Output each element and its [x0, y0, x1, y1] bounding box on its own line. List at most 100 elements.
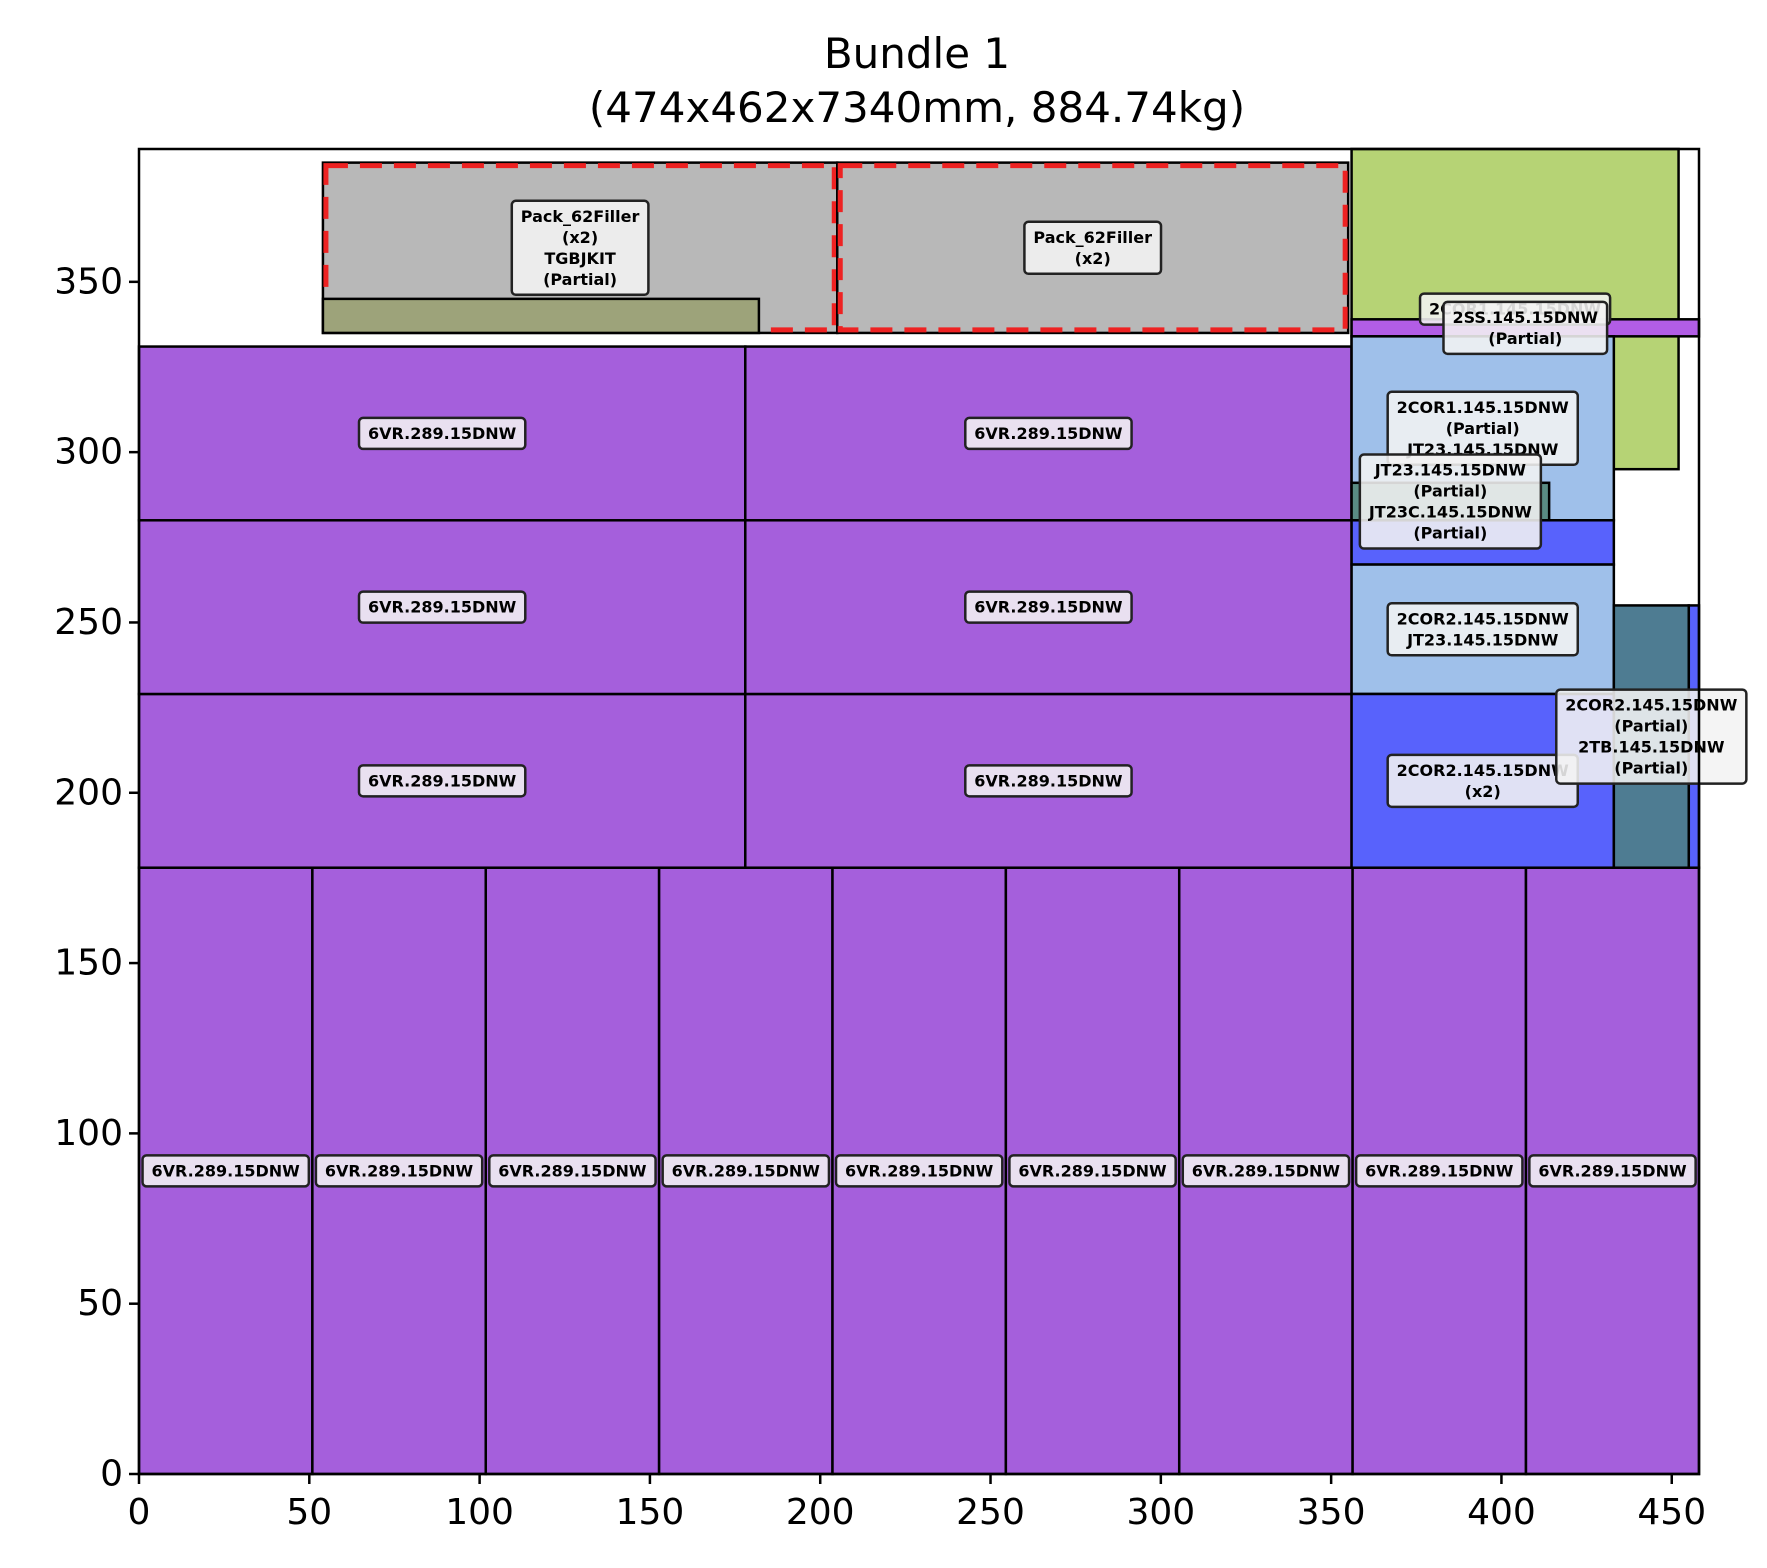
box-label-line: 2COR2.145.15DNW	[1397, 609, 1569, 628]
box-label: Pack_62Filler (x2) TGBJKIT (Partial)	[510, 199, 650, 297]
label-background	[488, 1154, 657, 1188]
x-tick-label: 200	[786, 1492, 855, 1533]
box-label-line: 2SS.145.15DNW	[1452, 308, 1598, 327]
label-background	[964, 416, 1133, 451]
box-label-line: (Partial)	[1614, 717, 1688, 736]
label-background	[314, 1154, 484, 1188]
label-background	[141, 1154, 311, 1188]
label-background	[357, 590, 527, 624]
label-background	[1386, 602, 1580, 657]
box-label-line: 2COR2.145.15DNW	[1397, 761, 1569, 780]
box-label-line: (Partial)	[1614, 759, 1688, 778]
box-label: JT23.145.15DNW (Partial) JT23C.145.15DNW (P…	[1358, 453, 1543, 550]
box-label-line: (Partial)	[1413, 482, 1487, 501]
box-label-line: 6VR.289.15DNW	[368, 598, 517, 617]
box-label-line: 2COR2.145.15DNW	[1565, 696, 1737, 715]
box-label-line: 6VR.289.15DNW	[974, 771, 1123, 790]
label-background	[1354, 1154, 1524, 1188]
box-label: 6VR.289.15DNW	[488, 1154, 657, 1188]
box-label-line: Pack_62Filler	[521, 207, 640, 226]
y-tick-label: 350	[54, 261, 123, 302]
label-background	[357, 416, 527, 451]
box-label-line: 6VR.289.15DNW	[1538, 1161, 1687, 1180]
box-label: 6VR.289.15DNW	[357, 764, 527, 798]
box-label: Pack_62Filler (x2)	[1023, 220, 1163, 276]
box-label-line: (Partial)	[1488, 329, 1562, 348]
box-label: 6VR.289.15DNW	[834, 1154, 1004, 1188]
y-tick-label: 250	[54, 602, 123, 643]
chart-title-line-1: Bundle 1	[824, 29, 1010, 78]
label-background	[1023, 220, 1163, 276]
box-label: 6VR.289.15DNW	[1528, 1154, 1697, 1188]
box-label: 6VR.289.15DNW	[1181, 1154, 1351, 1188]
box-label-line: 6VR.289.15DNW	[1192, 1161, 1341, 1180]
box-label-line: (Partial)	[1413, 524, 1487, 543]
box-label-line: JT23.145.15DNW	[1374, 461, 1527, 480]
box-label: 6VR.289.15DNW	[314, 1154, 484, 1188]
box-label-line: (x2)	[1075, 249, 1111, 268]
label-background	[964, 590, 1133, 624]
box-label-line: Pack_62Filler	[1033, 228, 1152, 247]
box-label-line: 6VR.289.15DNW	[368, 771, 517, 790]
y-tick-label: 200	[54, 772, 123, 813]
box-label: 6VR.289.15DNW	[357, 416, 527, 451]
label-background	[357, 764, 527, 798]
box-label-line: (x2)	[1465, 782, 1501, 801]
box-label-line: 6VR.289.15DNW	[152, 1161, 301, 1180]
plot-frame	[137, 147, 1701, 1476]
box-label-line: 6VR.289.15DNW	[672, 1161, 821, 1180]
box-label-line: JT23.145.15DNW	[1406, 630, 1559, 649]
box-label-line: 6VR.289.15DNW	[1365, 1161, 1514, 1180]
x-tick-label: 0	[128, 1492, 151, 1533]
chart-title-line-2: (474x462x7340mm, 884.74kg)	[589, 83, 1245, 132]
box-label-line: 6VR.289.15DNW	[974, 598, 1123, 617]
box-label-line: 6VR.289.15DNW	[845, 1161, 994, 1180]
x-tick-label: 450	[1637, 1492, 1706, 1533]
box-label-line: 6VR.289.15DNW	[498, 1161, 647, 1180]
packed-box	[321, 297, 761, 335]
box-label: 6VR.289.15DNW	[661, 1154, 831, 1188]
y-tick-label: 0	[100, 1454, 123, 1495]
box-label: 6VR.289.15DNW	[964, 416, 1133, 451]
box-label: 2COR2.145.15DNW JT23.145.15DNW	[1386, 602, 1580, 657]
box-label-line: JT23C.145.15DNW	[1368, 503, 1532, 522]
labels-layer: 6VR.289.15DNW 6VR.289.15DNW 6VR.289.15DNW 6…	[141, 199, 1748, 1188]
box-label: 6VR.289.15DNW	[964, 764, 1133, 798]
label-background	[510, 199, 650, 297]
box-label-line: 6VR.289.15DNW	[1018, 1161, 1167, 1180]
y-tick-label: 100	[54, 1113, 123, 1154]
box-label-line: 6VR.289.15DNW	[368, 424, 517, 443]
box-label: 2SS.145.15DNW (Partial)	[1442, 300, 1609, 356]
filler-outline	[837, 163, 1348, 333]
box-label: 6VR.289.15DNW	[964, 590, 1133, 624]
box-label: 2COR2.145.15DNW (x2)	[1386, 753, 1580, 809]
box-label: 6VR.289.15DNW	[1008, 1154, 1177, 1188]
label-background	[1358, 453, 1543, 550]
box-label-line: 6VR.289.15DNW	[974, 424, 1123, 443]
label-background	[1181, 1154, 1351, 1188]
axes-layer: 0 50 100 150 200 250 300 350 400 450 0 50 100 150 200 2…	[54, 261, 1706, 1533]
box-label: 2COR2.145.15DNW (Partial) 2TB.145.15DNW (Pa…	[1555, 688, 1748, 785]
box-label-line: 6VR.289.15DNW	[325, 1161, 474, 1180]
packed-box	[137, 345, 747, 522]
box-label-line: 2TB.145.15DNW	[1578, 738, 1725, 757]
x-tick-label: 100	[445, 1492, 514, 1533]
label-background	[834, 1154, 1004, 1188]
x-tick-label: 350	[1297, 1492, 1366, 1533]
box-label-line: TGBJKIT	[544, 249, 616, 268]
label-background	[661, 1154, 831, 1188]
box-label: 6VR.289.15DNW	[141, 1154, 311, 1188]
x-tick-label: 150	[616, 1492, 685, 1533]
box-label-line: 2COR1.145.15DNW	[1397, 398, 1569, 417]
label-background	[1008, 1154, 1177, 1188]
box-label-line: (x2)	[562, 228, 598, 247]
x-tick-label: 50	[286, 1492, 332, 1533]
label-background	[1528, 1154, 1697, 1188]
x-tick-label: 400	[1467, 1492, 1536, 1533]
box-label: 6VR.289.15DNW	[1354, 1154, 1524, 1188]
y-tick-label: 50	[77, 1283, 123, 1324]
box-label-line: (Partial)	[543, 270, 617, 289]
box-label-line: (Partial)	[1446, 419, 1520, 438]
x-tick-label: 250	[956, 1492, 1025, 1533]
